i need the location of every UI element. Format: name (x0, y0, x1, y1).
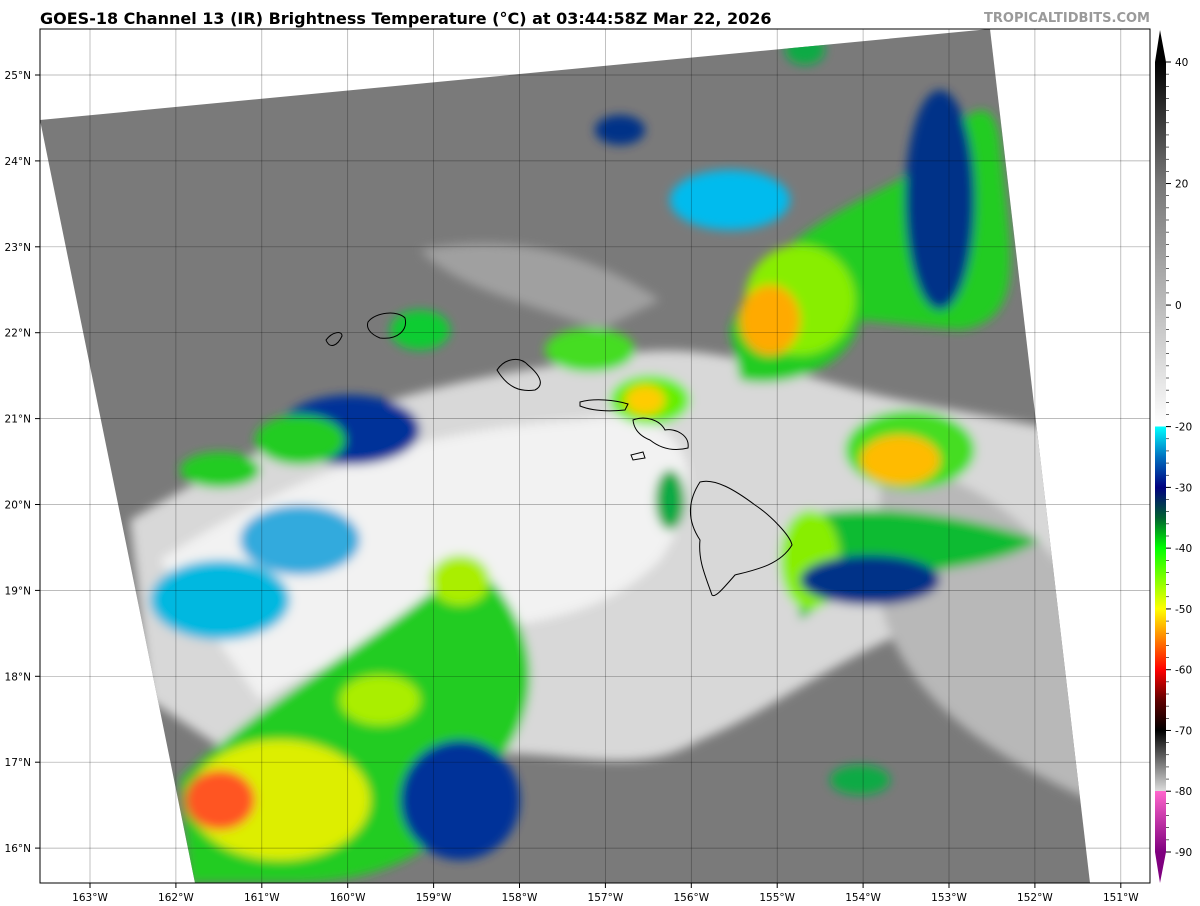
latitude-label: 19°N (5, 585, 31, 597)
colorbar-tick-label: -60 (1175, 665, 1192, 677)
latitude-label: 25°N (5, 70, 31, 82)
niihau-outline (325, 332, 343, 346)
longitude-label: 158°W (502, 892, 538, 904)
colorbar-tick-label: -90 (1175, 847, 1192, 859)
longitude-label: 155°W (759, 892, 795, 904)
colorbar-tick-label: -20 (1175, 422, 1192, 434)
kauai-outline (367, 312, 407, 339)
latitude-label: 17°N (5, 757, 31, 769)
big-island-outline (690, 480, 793, 597)
latitude-label: 24°N (5, 156, 31, 168)
colorbar-tick-label: 20 (1175, 179, 1188, 191)
longitude-label: 157°W (588, 892, 624, 904)
colorbar-tick-label: -70 (1175, 725, 1192, 737)
colorbar-scale (1155, 62, 1166, 852)
colorbar: 40 20 0 -20 -30 -40 -50 -60 -70 -80 -90 (1155, 30, 1192, 883)
colorbar-tick-label: -50 (1175, 604, 1192, 616)
longitude-label: 153°W (931, 892, 967, 904)
satellite-imagery (40, 29, 1090, 883)
longitude-label: 151°W (1103, 892, 1139, 904)
latitude-label: 21°N (5, 414, 31, 426)
latitude-label: 20°N (5, 500, 31, 512)
longitude-label: 156°W (673, 892, 709, 904)
colorbar-tick-label: 0 (1175, 300, 1182, 312)
latitude-label: 18°N (5, 671, 31, 683)
colorbar-tick-label: 40 (1175, 57, 1188, 69)
coastlines (325, 312, 793, 597)
maui-outline (632, 417, 689, 451)
latitude-label: 23°N (5, 242, 31, 254)
latitude-label: 22°N (5, 328, 31, 340)
longitude-label: 163°W (72, 892, 108, 904)
latitude-labels: 25°N 24°N 23°N 22°N 21°N 20°N 19°N 18°N 17°N 16°N (5, 70, 40, 855)
molokai-outline (579, 399, 629, 412)
map-title: GOES-18 Channel 13 (IR) Brightness Tempe… (40, 9, 772, 28)
colorbar-tick-label: -30 (1175, 482, 1192, 494)
map-area (40, 29, 1150, 883)
latitude-label: 16°N (5, 843, 31, 855)
graticule (40, 29, 1150, 883)
kahoolawe-outline (630, 451, 646, 461)
longitude-label: 159°W (416, 892, 452, 904)
source-credit: TROPICALTIDBITS.COM (984, 11, 1150, 26)
oahu-outline (496, 358, 541, 391)
colorbar-tick-label: -40 (1175, 543, 1192, 555)
longitude-label: 160°W (330, 892, 366, 904)
map-frame (39, 28, 1151, 884)
longitude-label: 162°W (158, 892, 194, 904)
colorbar-tick-label: -80 (1175, 786, 1192, 798)
longitude-label: 154°W (845, 892, 881, 904)
longitude-labels: 163°W 162°W 161°W 160°W 159°W 158°W 157°W 156°W… (72, 883, 1139, 904)
longitude-label: 161°W (244, 892, 280, 904)
longitude-label: 152°W (1017, 892, 1053, 904)
